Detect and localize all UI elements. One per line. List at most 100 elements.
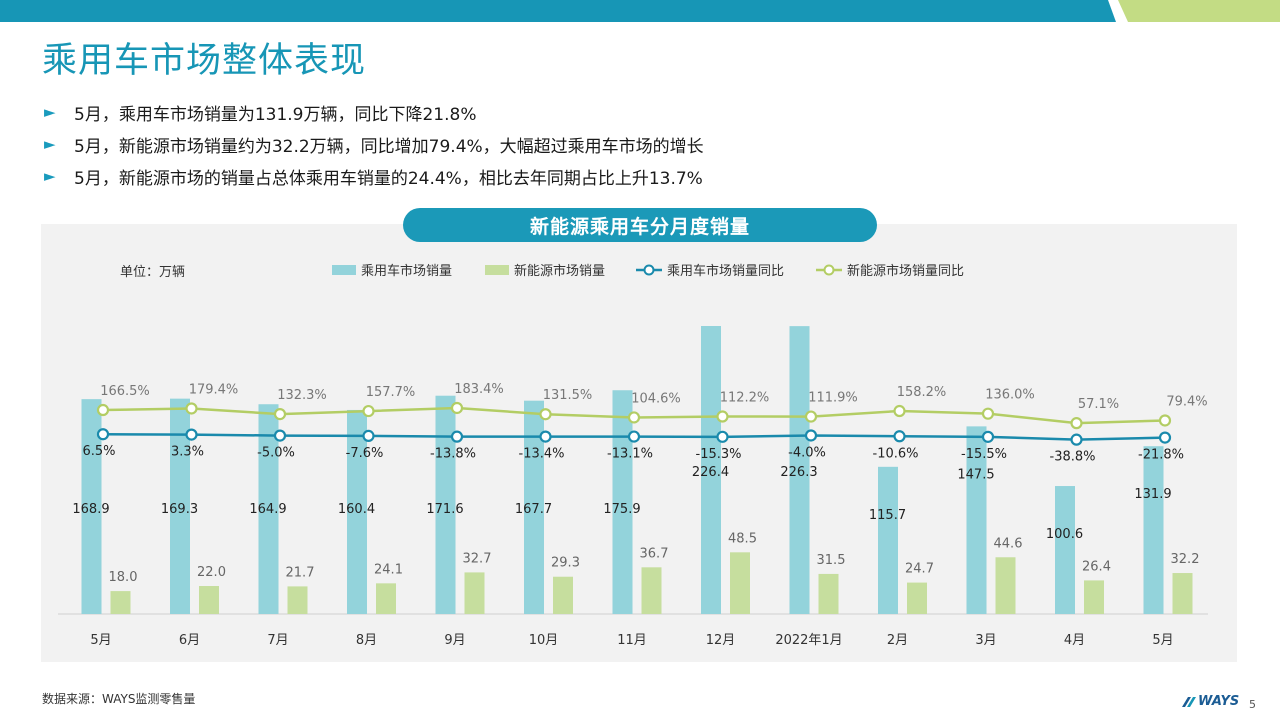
label-nev-sales: 21.7 — [286, 565, 315, 580]
bar-nev-sales — [1172, 573, 1193, 614]
x-tick-label: 8月 — [356, 633, 377, 648]
marker-nev-yoy — [627, 411, 641, 424]
label-nev-yoy: 183.4% — [454, 382, 504, 397]
unit-label: 单位：万辆 — [120, 265, 185, 280]
bullet-item: ► 5月，乘用车市场销量为131.9万辆，同比下降21.8% — [44, 96, 704, 128]
triangle-right-icon: ► — [44, 167, 56, 185]
marker-nev-yoy — [185, 402, 198, 415]
marker-nev-yoy — [362, 404, 375, 418]
legend-label-nev: 新能源市场销量 — [514, 263, 605, 279]
bar-total-sales — [1143, 446, 1164, 614]
bar-nev-sales — [464, 572, 485, 614]
label-total-sales: 160.4 — [338, 502, 375, 517]
x-tick-label: 5月 — [1152, 633, 1173, 648]
label-nev-yoy: 136.0% — [985, 388, 1035, 403]
marker-total-yoy — [1070, 433, 1083, 446]
bar-nev-sales — [1084, 580, 1104, 614]
label-nev-sales: 48.5 — [728, 531, 757, 546]
label-nev-sales: 29.3 — [551, 556, 580, 571]
bar-nev-sales — [995, 557, 1016, 614]
marker-total-yoy — [1158, 431, 1172, 444]
label-total-yoy: -38.8% — [1050, 450, 1096, 465]
label-nev-yoy: 104.6% — [631, 391, 681, 406]
bullet-text: 5月，新能源市场销量约为32.2万辆，同比增加79.4%，大幅超过乘用车市场的增… — [74, 136, 704, 157]
marker-total-yoy — [716, 430, 729, 443]
label-total-yoy: -13.1% — [607, 447, 653, 462]
legend-label-total: 乘用车市场销量 — [361, 263, 452, 279]
x-tick-label: 5月 — [90, 633, 111, 648]
marker-nev-yoy — [716, 410, 729, 423]
data-source: 数据来源：WAYS监测零售量 — [42, 692, 196, 706]
x-tick-label: 4月 — [1064, 633, 1085, 648]
label-total-sales: 100.6 — [1046, 527, 1083, 542]
label-total-yoy: -10.6% — [873, 446, 919, 461]
bar-total-sales — [701, 326, 721, 614]
label-total-yoy: -7.6% — [346, 446, 384, 461]
marker-total-yoy — [627, 430, 641, 443]
bar-total-sales — [435, 395, 456, 614]
label-nev-sales: 32.2 — [1171, 552, 1200, 567]
label-total-yoy: -15.5% — [961, 447, 1007, 462]
x-tick-label: 11月 — [617, 633, 647, 648]
label-total-sales: 169.3 — [161, 502, 198, 517]
label-nev-yoy: 79.4% — [1166, 394, 1207, 409]
marker-nev-yoy — [96, 403, 110, 417]
label-total-yoy: -4.0% — [788, 445, 826, 460]
bar-nev-sales — [907, 582, 927, 614]
chart-title-banner: 新能源乘用车分月度销量 — [403, 208, 877, 242]
marker-nev-yoy — [539, 408, 552, 421]
label-nev-sales: 24.7 — [905, 562, 934, 577]
chart-panel — [41, 224, 1237, 662]
label-nev-sales: 24.1 — [374, 562, 403, 577]
marker-total-yoy — [804, 429, 818, 442]
legend-swatch-nev — [485, 265, 509, 275]
x-tick-label: 7月 — [267, 633, 288, 648]
bullet-item: ► 5月，新能源市场销量约为32.2万辆，同比增加79.4%，大幅超过乘用车市场… — [44, 128, 704, 160]
bar-nev-sales — [730, 552, 750, 614]
bar-total-sales — [258, 404, 279, 614]
label-nev-yoy: 132.3% — [277, 388, 327, 403]
label-total-yoy: -21.8% — [1138, 448, 1184, 463]
page-title: 乘用车市场整体表现 — [42, 41, 367, 81]
top-bar-blue — [0, 0, 1116, 22]
legend-label-total-yoy: 乘用车市场销量同比 — [667, 263, 784, 279]
label-total-sales: 131.9 — [1134, 487, 1171, 502]
label-total-sales: 164.9 — [249, 502, 286, 517]
marker-total-yoy — [450, 430, 464, 443]
marker-total-yoy — [893, 430, 906, 443]
bar-total-sales — [612, 390, 633, 614]
bullet-text: 5月，新能源市场的销量占总体乘用车销量的24.4%，相比去年同期占比上升13.7… — [74, 168, 703, 189]
x-axis-tick-labels: 5月 6月 7月 8月 9月 10月 11月 12月 2022年1月 2月 3月 4月 5月 — [90, 633, 1173, 648]
marker-total-yoy — [362, 429, 375, 443]
marker-total-yoy — [981, 430, 995, 443]
marker-total-yoy — [273, 429, 287, 442]
data-labels: 168.9 18.0 169.3 22.0 164.9 21.7 160.4 24.1 171.… — [72, 382, 1207, 585]
triangle-right-icon: ► — [44, 135, 56, 153]
x-tick-label: 3月 — [975, 633, 996, 648]
ways-logo-icon — [1182, 696, 1196, 707]
marker-nev-yoy — [1158, 414, 1172, 427]
x-tick-label: 6月 — [179, 633, 200, 648]
label-total-yoy: -13.4% — [519, 447, 565, 462]
triangle-right-icon: ► — [44, 103, 56, 121]
bar-total-sales — [170, 398, 190, 614]
bullet-text: 5月，乘用车市场销量为131.9万辆，同比下降21.8% — [74, 104, 477, 125]
bar-nev-sales — [110, 591, 131, 614]
bar-total-sales — [81, 399, 102, 614]
label-nev-sales: 32.7 — [463, 551, 492, 566]
bar-nev-sales — [287, 586, 308, 614]
label-total-sales: 226.3 — [780, 465, 817, 480]
x-tick-label: 12月 — [706, 633, 736, 648]
label-total-sales: 168.9 — [72, 502, 109, 517]
x-tick-label: 2月 — [887, 633, 908, 648]
marker-nev-yoy — [893, 404, 906, 418]
total-sales-bars — [81, 326, 1164, 614]
label-nev-yoy: 158.2% — [897, 385, 947, 400]
label-total-yoy: 6.5% — [82, 444, 115, 459]
label-nev-sales: 36.7 — [640, 546, 669, 561]
marker-total-yoy — [539, 430, 552, 443]
marker-nev-yoy — [273, 408, 287, 421]
x-tick-label: 9月 — [444, 633, 465, 648]
ways-logo: WAYS — [1182, 694, 1239, 709]
